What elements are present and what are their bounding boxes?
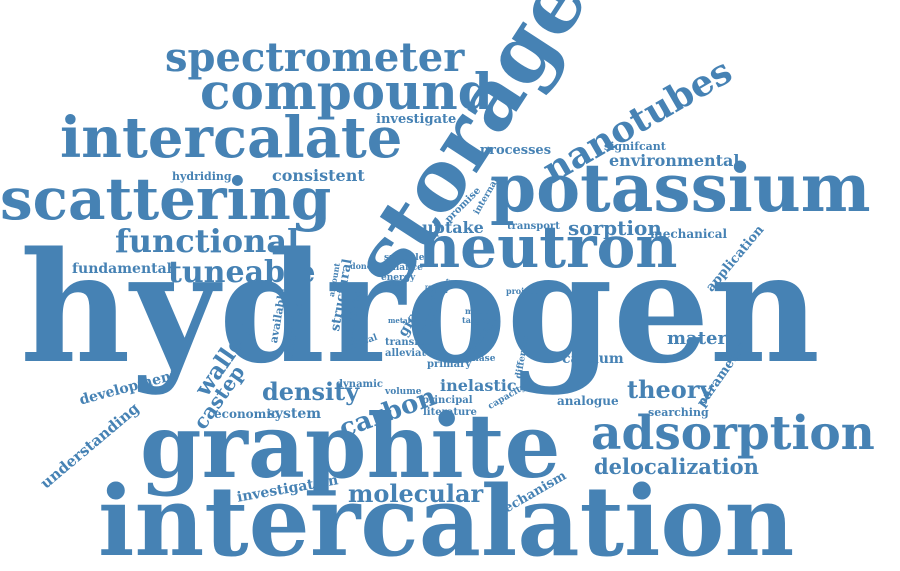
word-signifcant: signifcant <box>604 140 666 153</box>
word-density: density <box>262 377 360 406</box>
word-dynamic: dynamic <box>336 379 384 390</box>
word-investigate: investigate <box>376 112 457 127</box>
word-transport: transport <box>507 221 560 232</box>
word-system: system <box>267 406 322 422</box>
word-metal: metal <box>388 316 411 325</box>
word-principal: principal <box>422 395 473 406</box>
word-transfer: transfer <box>385 337 431 348</box>
word-economic: economic <box>214 407 279 421</box>
word-primary: primary <box>427 359 472 370</box>
word-adsorption: adsorption <box>591 406 875 461</box>
word-phase: phase <box>466 354 496 364</box>
word-intercalate: intercalate <box>60 105 403 171</box>
word-calcium: calcium <box>562 351 624 367</box>
word-road: road <box>425 284 441 291</box>
word-processes: processes <box>480 143 552 158</box>
word-theory: theory <box>627 375 714 404</box>
word-graphite: graphite <box>140 394 561 498</box>
word-alleviate: alleviate <box>385 348 433 359</box>
word-uptake: uptake <box>422 218 484 237</box>
word-intercalation: intercalation <box>98 465 795 571</box>
word-project: project <box>506 286 538 296</box>
word-searching: searching <box>648 406 709 419</box>
word-model: model <box>465 306 493 316</box>
word-suitable: suitable <box>384 253 425 263</box>
word-environmental: environmental <box>609 151 740 170</box>
word-must: must <box>382 281 399 288</box>
word-donor: donor <box>350 261 377 271</box>
word-molecular: molecular <box>348 479 484 508</box>
word-neutron: neutron <box>418 213 678 281</box>
word-potassium: potassium <box>490 149 871 227</box>
word-inelastic: inelastic <box>440 376 517 395</box>
word-scattering: scattering <box>0 165 332 233</box>
word-energy: energy <box>381 273 416 283</box>
word-sorption: sorption <box>568 216 662 240</box>
word-target: target <box>462 315 490 325</box>
word-tuneable: tuneable <box>168 255 316 290</box>
word-spectrometer: spectrometer <box>165 34 465 81</box>
word-fundamental: fundamental <box>72 261 172 277</box>
word-delocalization: delocalization <box>594 454 759 479</box>
word-hydriding: hydriding <box>172 170 232 183</box>
word-literature: literature <box>423 407 477 418</box>
word-hydrogen: hydrogen <box>20 218 821 397</box>
word-mechanical: mechanical <box>650 227 728 241</box>
word-reliance: reliance <box>382 263 423 273</box>
word-compound: compound <box>200 62 493 121</box>
word-analogue: analogue <box>557 394 619 408</box>
word-consistent: consistent <box>272 166 365 185</box>
word-volume: volume <box>385 387 422 397</box>
word-functional: functional <box>115 222 300 260</box>
word-material: material <box>667 328 753 349</box>
